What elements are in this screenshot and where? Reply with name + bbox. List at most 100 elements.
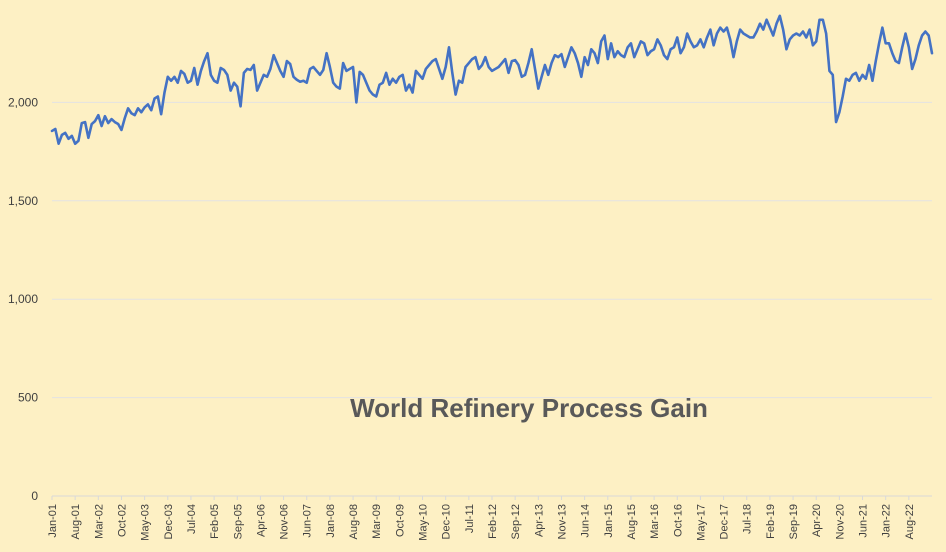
data-point: [54, 128, 56, 130]
data-point: [550, 62, 552, 64]
data-point: [210, 74, 212, 76]
data-point: [77, 140, 79, 142]
data-point: [147, 103, 149, 105]
data-point: [365, 82, 367, 84]
x-tick-label: Apr-13: [533, 504, 545, 537]
data-point: [216, 82, 218, 84]
data-point: [871, 80, 873, 82]
data-point: [792, 34, 794, 36]
data-point: [739, 28, 741, 30]
data-point: [249, 69, 251, 71]
data-point: [140, 111, 142, 113]
x-tick-label: Mar-02: [93, 504, 105, 539]
data-point: [474, 56, 476, 58]
series-layer: [50, 14, 934, 146]
data-point: [441, 78, 443, 80]
data-point: [577, 62, 579, 64]
data-point: [911, 68, 913, 70]
data-point: [673, 46, 675, 48]
data-point: [269, 68, 271, 70]
data-point: [309, 68, 311, 70]
data-point: [742, 32, 744, 34]
data-point: [812, 44, 814, 46]
data-point: [372, 93, 374, 95]
data-point: [908, 46, 910, 48]
data-point: [501, 62, 503, 64]
data-point: [84, 121, 86, 123]
data-point: [832, 74, 834, 76]
data-point: [418, 74, 420, 76]
data-point: [580, 76, 582, 78]
data-point: [663, 54, 665, 56]
data-point: [524, 74, 526, 76]
data-point: [517, 64, 519, 66]
data-point: [798, 34, 800, 36]
y-axis: 0 500 1,000 1,500 2,000: [8, 95, 38, 503]
data-point: [226, 74, 228, 76]
y-tick-label: 1,500: [8, 194, 38, 208]
x-tick-label: Oct-09: [394, 504, 406, 537]
data-point: [322, 69, 324, 71]
data-point: [679, 52, 681, 54]
data-point: [881, 26, 883, 28]
data-point: [395, 82, 397, 84]
x-tick-label: Jul-04: [186, 504, 198, 534]
data-point: [597, 62, 599, 64]
data-point: [120, 129, 122, 131]
data-point: [779, 15, 781, 17]
data-point: [617, 50, 619, 52]
data-point: [94, 120, 96, 122]
data-point: [425, 68, 427, 70]
x-tick-label: Jun-07: [302, 504, 314, 538]
data-point: [613, 56, 615, 58]
x-tick-label: Jul-11: [464, 504, 476, 533]
data-point: [190, 80, 192, 82]
x-tick-label: Apr-06: [255, 504, 267, 537]
data-point: [795, 32, 797, 34]
data-point: [626, 46, 628, 48]
data-point: [233, 82, 235, 84]
data-point: [765, 19, 767, 21]
data-point: [206, 52, 208, 54]
data-point: [339, 87, 341, 89]
data-point: [762, 28, 764, 30]
data-point: [352, 66, 354, 68]
data-point: [547, 74, 549, 76]
data-point: [712, 44, 714, 46]
data-point: [200, 70, 202, 72]
data-point: [378, 83, 380, 85]
data-point: [884, 42, 886, 44]
data-point: [61, 134, 63, 136]
data-point: [722, 30, 724, 32]
data-point: [732, 56, 734, 58]
data-point: [729, 38, 731, 40]
data-point: [507, 72, 509, 74]
data-point: [239, 105, 241, 107]
data-point: [375, 95, 377, 97]
data-point: [448, 46, 450, 48]
x-tick-label: Sep-05: [232, 504, 244, 539]
data-point: [848, 80, 850, 82]
data-point: [904, 32, 906, 34]
x-tick-label: Aug-22: [904, 504, 916, 539]
data-point: [521, 76, 523, 78]
data-point: [229, 89, 231, 91]
data-point: [653, 48, 655, 50]
data-point: [167, 76, 169, 78]
data-point: [888, 42, 890, 44]
data-point: [213, 80, 215, 82]
x-tick-label: Aug-08: [348, 504, 360, 539]
data-point: [481, 64, 483, 66]
data-point: [851, 74, 853, 76]
data-point: [716, 32, 718, 34]
data-point: [719, 26, 721, 28]
data-point: [335, 85, 337, 87]
data-point: [921, 34, 923, 36]
x-tick-label: Jul-18: [742, 504, 754, 534]
data-point: [114, 121, 116, 123]
data-point: [693, 46, 695, 48]
data-point: [107, 122, 109, 124]
data-point: [299, 81, 301, 83]
data-point: [183, 73, 185, 75]
